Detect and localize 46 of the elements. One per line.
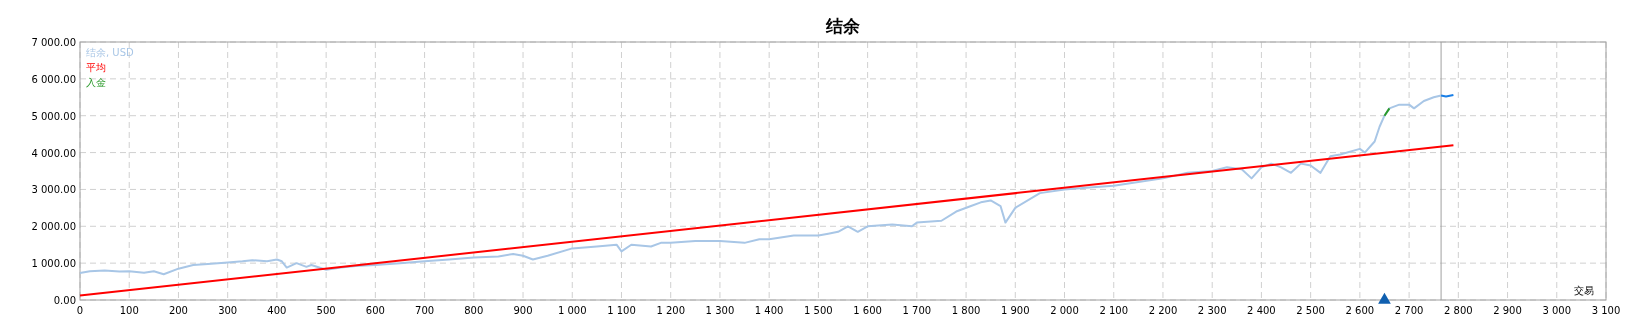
x-tick-label: 900 bbox=[513, 305, 533, 316]
x-tick-label: 500 bbox=[316, 305, 336, 316]
x-tick-label: 600 bbox=[365, 305, 385, 316]
x-tick-label: 2 200 bbox=[1148, 305, 1178, 316]
x-axis-title: 交易 bbox=[1574, 285, 1594, 296]
y-tick-label: 0.00 bbox=[53, 295, 76, 306]
x-tick-label: 800 bbox=[464, 305, 484, 316]
y-tick-label: 1 000.00 bbox=[31, 258, 76, 270]
x-tick-label: 1 100 bbox=[607, 305, 636, 316]
x-tick-label: 2 400 bbox=[1247, 305, 1276, 316]
x-tick-label: 2 000 bbox=[1050, 305, 1079, 316]
x-tick-label: 400 bbox=[267, 305, 287, 316]
x-tick-label: 3 000 bbox=[1542, 305, 1572, 316]
line-series bbox=[79, 94, 1443, 276]
y-tick-label: 5 000.00 bbox=[31, 110, 76, 122]
x-tick-label: 100 bbox=[119, 305, 139, 316]
x-tick-label: 1 900 bbox=[1000, 305, 1030, 316]
x-tick-label: 1 500 bbox=[804, 305, 833, 316]
y-tick-label: 2 000.00 bbox=[31, 221, 76, 233]
x-tick-label: 1 000 bbox=[557, 305, 587, 316]
x-tick-label: 2 300 bbox=[1197, 305, 1227, 316]
y-tick-label: 7 000.00 bbox=[31, 37, 76, 48]
x-tick-label: 2 100 bbox=[1099, 305, 1129, 316]
x-tick-label: 1 600 bbox=[853, 305, 882, 316]
chart-title: 结余 bbox=[825, 16, 861, 36]
x-tick-label: 2 900 bbox=[1493, 305, 1522, 316]
x-tick-label: 1 800 bbox=[951, 305, 981, 316]
text: 入金 bbox=[86, 77, 106, 88]
x-tick-label: 2 700 bbox=[1394, 305, 1424, 316]
x-tick-label: 1 300 bbox=[705, 305, 735, 316]
x-tick-label: 1 700 bbox=[902, 305, 932, 316]
x-tick-label: 700 bbox=[415, 305, 435, 316]
text: 平均 bbox=[86, 62, 106, 73]
x-tick-label: 1 200 bbox=[656, 305, 686, 316]
x-tick-label: 2 500 bbox=[1296, 305, 1325, 316]
x-tick-label: 200 bbox=[168, 305, 188, 316]
text: 结余, USD bbox=[86, 47, 135, 58]
x-tick-label: 0 bbox=[76, 305, 84, 316]
y-tick-label: 4 000.00 bbox=[31, 147, 76, 159]
x-tick-label: 300 bbox=[218, 305, 238, 316]
x-tick-label: 2 600 bbox=[1345, 305, 1375, 316]
x-tick-label: 2 800 bbox=[1444, 305, 1473, 316]
x-tick-label: 1 400 bbox=[754, 305, 784, 316]
y-tick-label: 6 000.00 bbox=[31, 73, 76, 85]
y-tick-label: 3 000.00 bbox=[31, 184, 76, 196]
x-tick-label: 3 100 bbox=[1591, 305, 1621, 316]
